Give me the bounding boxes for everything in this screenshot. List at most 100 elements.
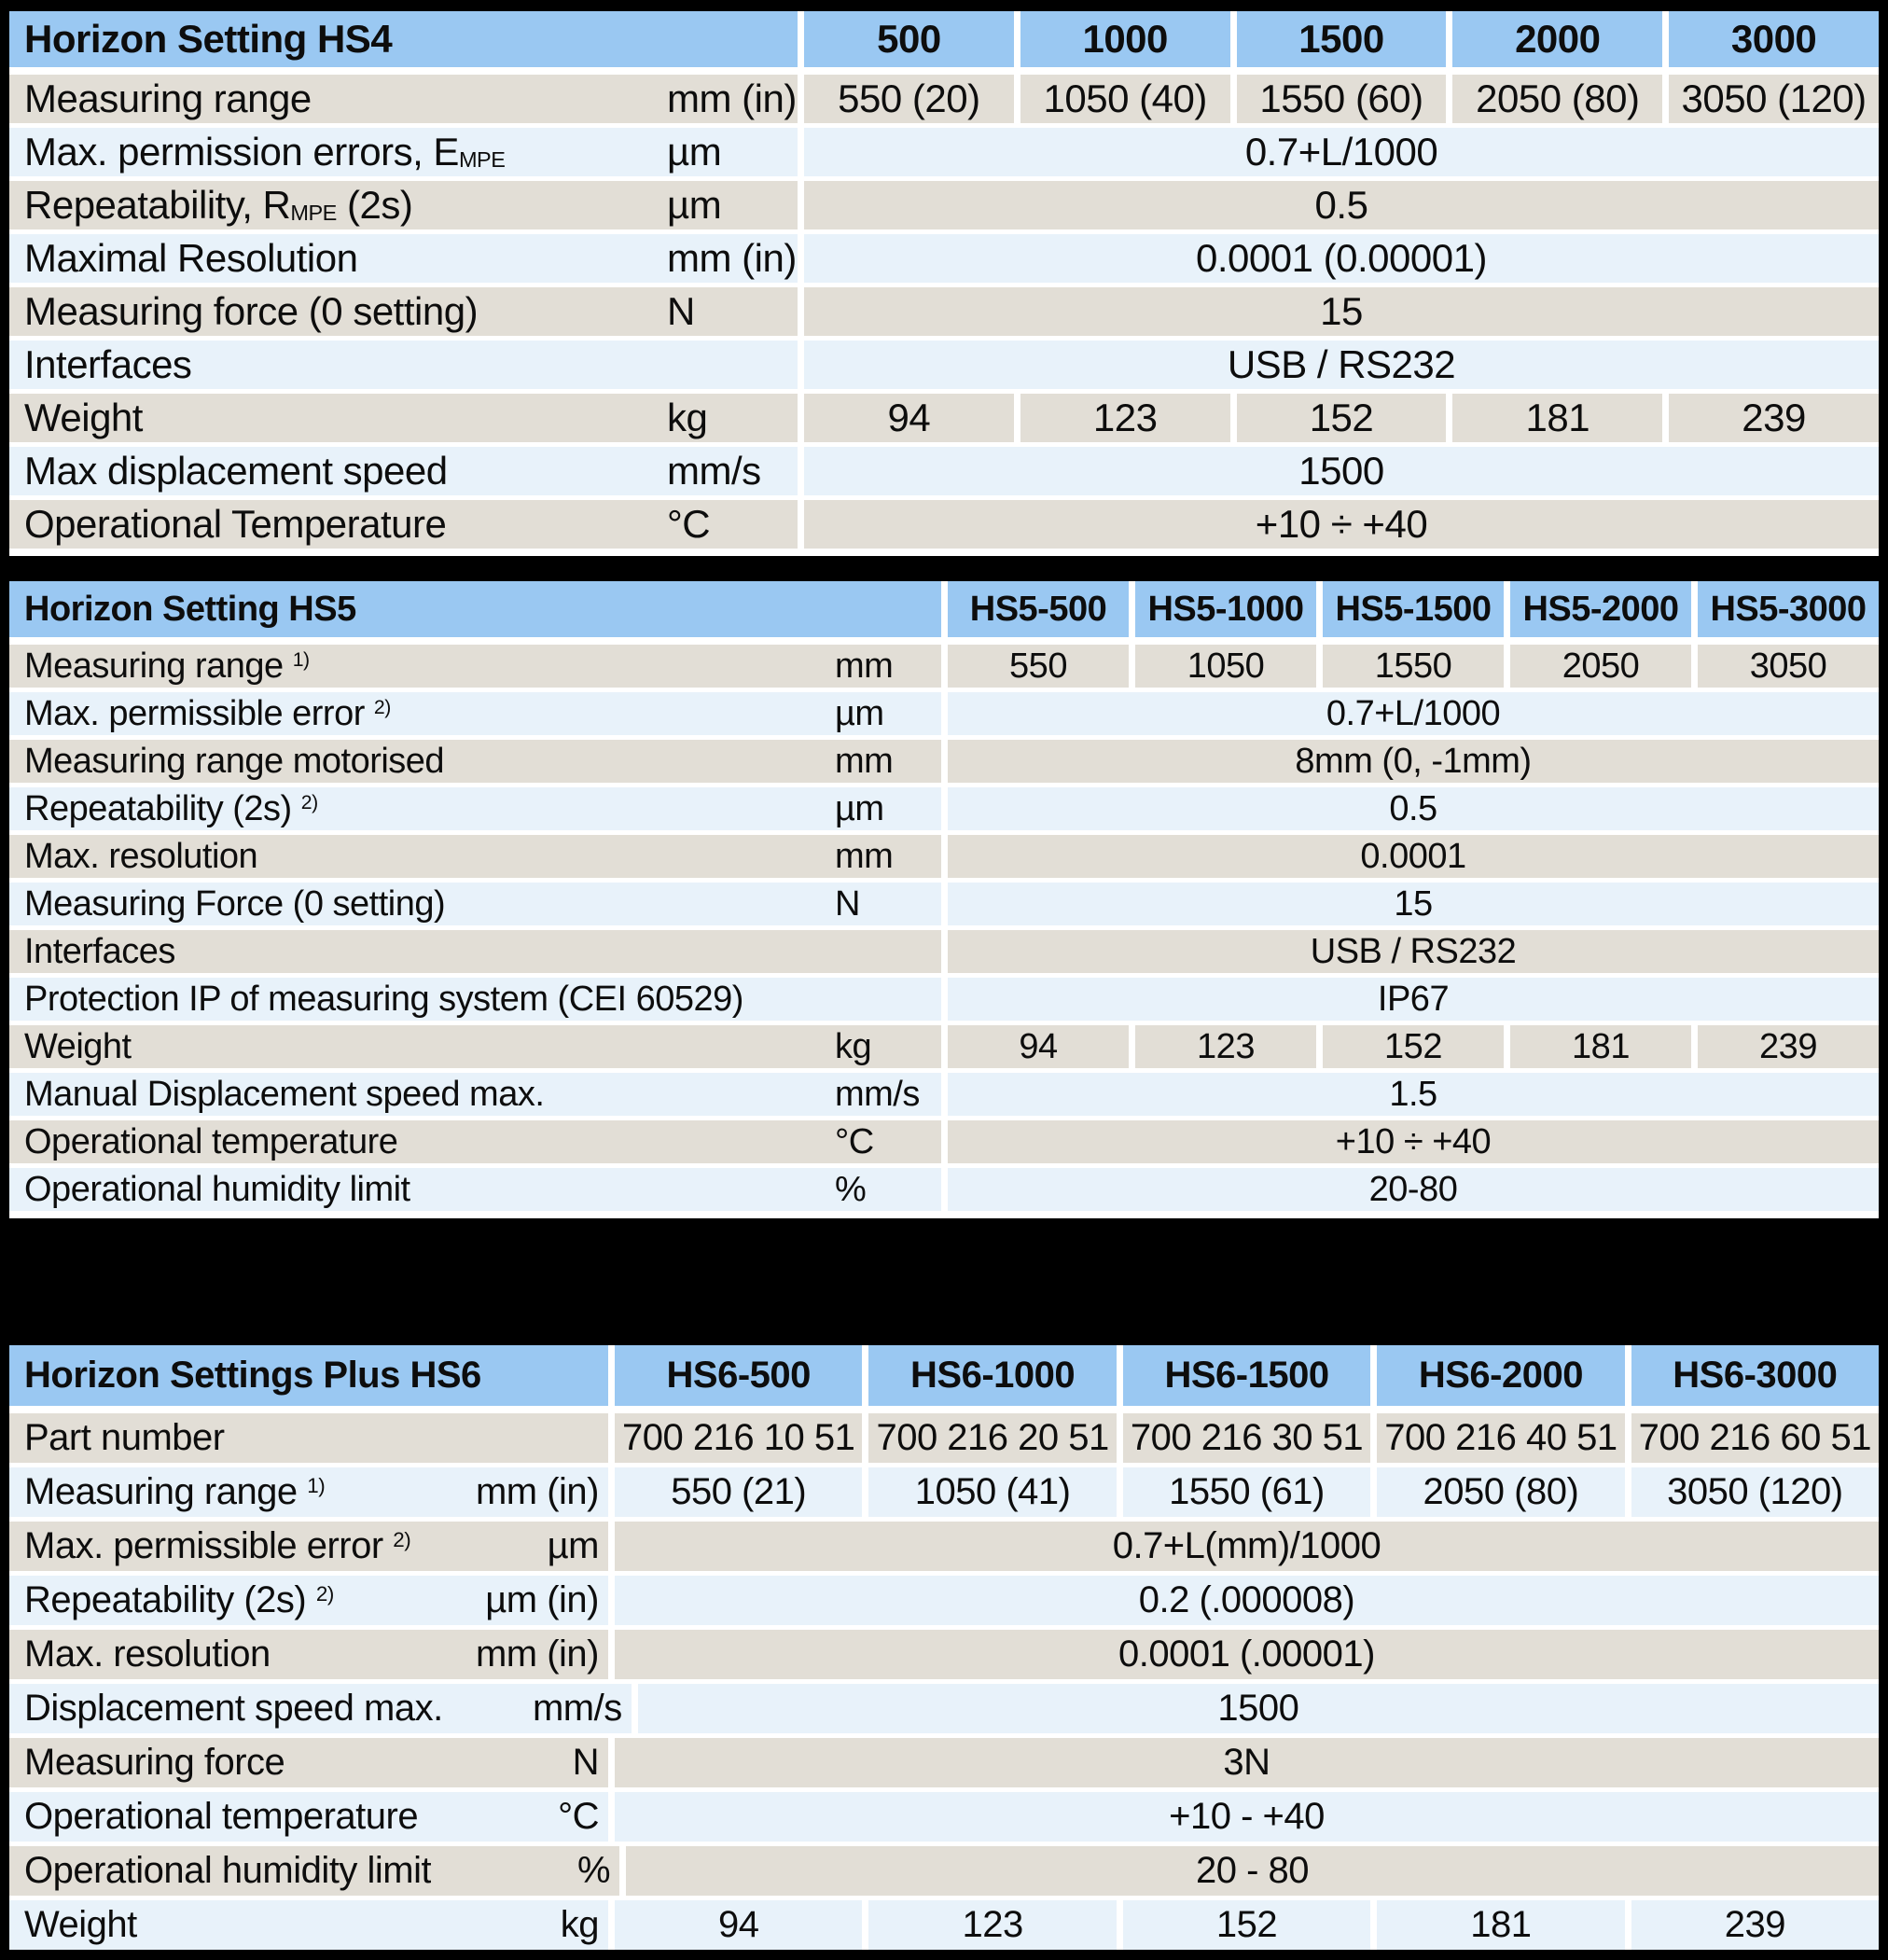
- hs4-spec-table: Horizon Setting HS4 500 1000 1500 2000 3000 Me…: [9, 11, 1879, 556]
- spec-value-span: 0.7+L/1000: [948, 692, 1879, 735]
- spec-values: 1500: [637, 1684, 1879, 1733]
- spec-values: 15: [804, 287, 1879, 336]
- label-unit-group: Manual Displacement speed max. mm/s: [9, 1073, 941, 1116]
- spec-value-span: 0.5: [948, 787, 1879, 830]
- spec-unit: N: [420, 1738, 608, 1787]
- label-unit-group: Interfaces: [9, 930, 941, 973]
- spec-row: Interfaces USB / RS232: [9, 930, 1879, 973]
- spec-row: Max displacement speed mm/s 1500: [9, 447, 1879, 495]
- spec-row: Weight kg 94 123 152 181 239: [9, 394, 1879, 442]
- spec-unit: %: [431, 1846, 620, 1896]
- spec-values: 0.7+L/1000: [948, 692, 1879, 735]
- spec-value-span: 0.2 (.000008): [615, 1576, 1879, 1625]
- column-headers: HS5-500 HS5-1000 HS5-1500 HS5-2000 HS5-3000: [948, 581, 1879, 637]
- spec-values: 0.0001: [948, 835, 1879, 878]
- spec-row: Max. permissible error 2) µm 0.7+L(mm)/100…: [9, 1522, 1879, 1571]
- spec-values: 20-80: [948, 1168, 1879, 1211]
- spec-label: Operational Temperature: [9, 500, 667, 549]
- spec-value: 550 (21): [615, 1467, 863, 1517]
- spec-row: Operational Temperature °C +10 ÷ +40: [9, 500, 1879, 549]
- spec-row: Measuring force (0 setting) N 15: [9, 287, 1879, 336]
- spec-value: 181: [1377, 1900, 1625, 1950]
- table-header-row: Horizon Setting HS5 HS5-500 HS5-1000 HS5-15…: [9, 581, 1879, 637]
- spec-unit: °C: [667, 500, 798, 549]
- spec-value-span: 1.5: [948, 1073, 1879, 1116]
- spec-unit: [667, 341, 798, 389]
- label-unit-group: Operational Temperature °C: [9, 500, 798, 549]
- spec-unit: [835, 978, 941, 1021]
- spec-value: 3050 (120): [1669, 75, 1879, 123]
- label-unit-group: Maximal Resolution mm (in): [9, 234, 798, 283]
- spec-value: 3050 (120): [1631, 1467, 1880, 1517]
- spec-value: 700 216 40 51: [1377, 1413, 1625, 1463]
- spec-label: Manual Displacement speed max.: [9, 1073, 835, 1116]
- column-headers: 500 1000 1500 2000 3000: [804, 11, 1879, 67]
- spec-values: 550 (20) 1050 (40) 1550 (60) 2050 (80) 3050 …: [804, 75, 1879, 123]
- spec-unit: µm: [835, 692, 941, 735]
- spec-value: 2050 (80): [1377, 1467, 1625, 1517]
- spec-value: 550 (20): [804, 75, 1014, 123]
- spec-value: 550: [948, 645, 1129, 688]
- hs5-spec-table: Horizon Setting HS5 HS5-500 HS5-1000 HS5-15…: [9, 581, 1879, 1218]
- table-header-row: Horizon Setting HS4 500 1000 1500 2000 3000: [9, 11, 1879, 67]
- spec-value: 700 216 30 51: [1122, 1413, 1371, 1463]
- spec-values: 700 216 10 51 700 216 20 51 700 216 30 51 7…: [615, 1413, 1880, 1463]
- column-header: HS5-2000: [1510, 581, 1691, 637]
- spec-values: 94 123 152 181 239: [948, 1025, 1879, 1068]
- label-unit-group: Part number: [9, 1413, 608, 1463]
- spec-values: 0.5: [948, 787, 1879, 830]
- column-header: 3000: [1669, 11, 1879, 67]
- spec-unit: [835, 930, 941, 973]
- spec-label: Measuring range 1): [9, 645, 835, 688]
- spec-label: Max. permissible error 2): [9, 692, 835, 735]
- spec-value-span: 1500: [804, 447, 1879, 495]
- spec-value: 152: [1122, 1900, 1371, 1950]
- label-unit-group: Max. resolution mm: [9, 835, 941, 878]
- spec-values: 3N: [615, 1738, 1879, 1787]
- label-unit-group: Measuring range 1) mm: [9, 645, 941, 688]
- label-unit-group: Measuring range 1) mm (in): [9, 1467, 608, 1517]
- spec-values: +10 - +40: [615, 1792, 1879, 1842]
- spec-value: 123: [1020, 394, 1230, 442]
- spec-values: 0.2 (.000008): [615, 1576, 1879, 1625]
- label-unit-group: Repeatability (2s) 2) µm (in): [9, 1576, 608, 1625]
- spec-values: 1.5: [948, 1073, 1879, 1116]
- spec-label: Measuring range: [9, 75, 667, 123]
- table-body: Measuring range 1) mm 550 1050 1550 2050 3050 M…: [9, 645, 1879, 1211]
- label-unit-group: Operational temperature °C: [9, 1792, 608, 1842]
- spec-values: 20 - 80: [626, 1846, 1879, 1896]
- spec-unit: µm (in): [420, 1576, 608, 1625]
- spec-value-span: 15: [948, 883, 1879, 925]
- spec-value-span: IP67: [948, 978, 1879, 1021]
- spec-row: Repeatability (2s) 2) µm (in) 0.2 (.000008…: [9, 1576, 1879, 1625]
- spec-unit: mm (in): [420, 1630, 608, 1679]
- label-unit-group: Weight kg: [9, 1025, 941, 1068]
- spec-value-span: 0.7+L(mm)/1000: [615, 1522, 1879, 1571]
- spec-label: Weight: [9, 394, 667, 442]
- spec-unit: kg: [667, 394, 798, 442]
- spec-value: 94: [615, 1900, 863, 1950]
- label-unit-group: Weight kg: [9, 394, 798, 442]
- spec-unit: mm (in): [667, 75, 798, 123]
- spec-value: 152: [1323, 1025, 1504, 1068]
- spec-unit: °C: [420, 1792, 608, 1842]
- spec-row: Operational humidity limit% 20-80: [9, 1168, 1879, 1211]
- spec-unit: N: [667, 287, 798, 336]
- spec-value: 2050: [1510, 645, 1691, 688]
- label-unit-group: Measuring Force (0 setting) N: [9, 883, 941, 925]
- spec-value-span: 0.0001 (0.00001): [804, 234, 1879, 283]
- spec-row: Measuring range mm (in) 550 (20) 1050 (40) 1…: [9, 75, 1879, 123]
- spec-values: 0.5: [804, 181, 1879, 229]
- column-header: 1000: [1020, 11, 1230, 67]
- spec-values: 550 1050 1550 2050 3050: [948, 645, 1879, 688]
- column-header: HS5-1500: [1323, 581, 1504, 637]
- spec-unit: mm/s: [667, 447, 798, 495]
- spec-value: 700 216 20 51: [868, 1413, 1117, 1463]
- label-unit-group: Measuring range mm (in): [9, 75, 798, 123]
- spec-row: Measuring Force (0 setting) N 15: [9, 883, 1879, 925]
- table-header-row: Horizon Settings Plus HS6 HS6-500 HS6-1000…: [9, 1345, 1880, 1406]
- spec-label: Maximal Resolution: [9, 234, 667, 283]
- label-unit-group: Max. resolution mm (in): [9, 1630, 608, 1679]
- label-unit-group: Displacement speed max. mm/s: [9, 1684, 632, 1733]
